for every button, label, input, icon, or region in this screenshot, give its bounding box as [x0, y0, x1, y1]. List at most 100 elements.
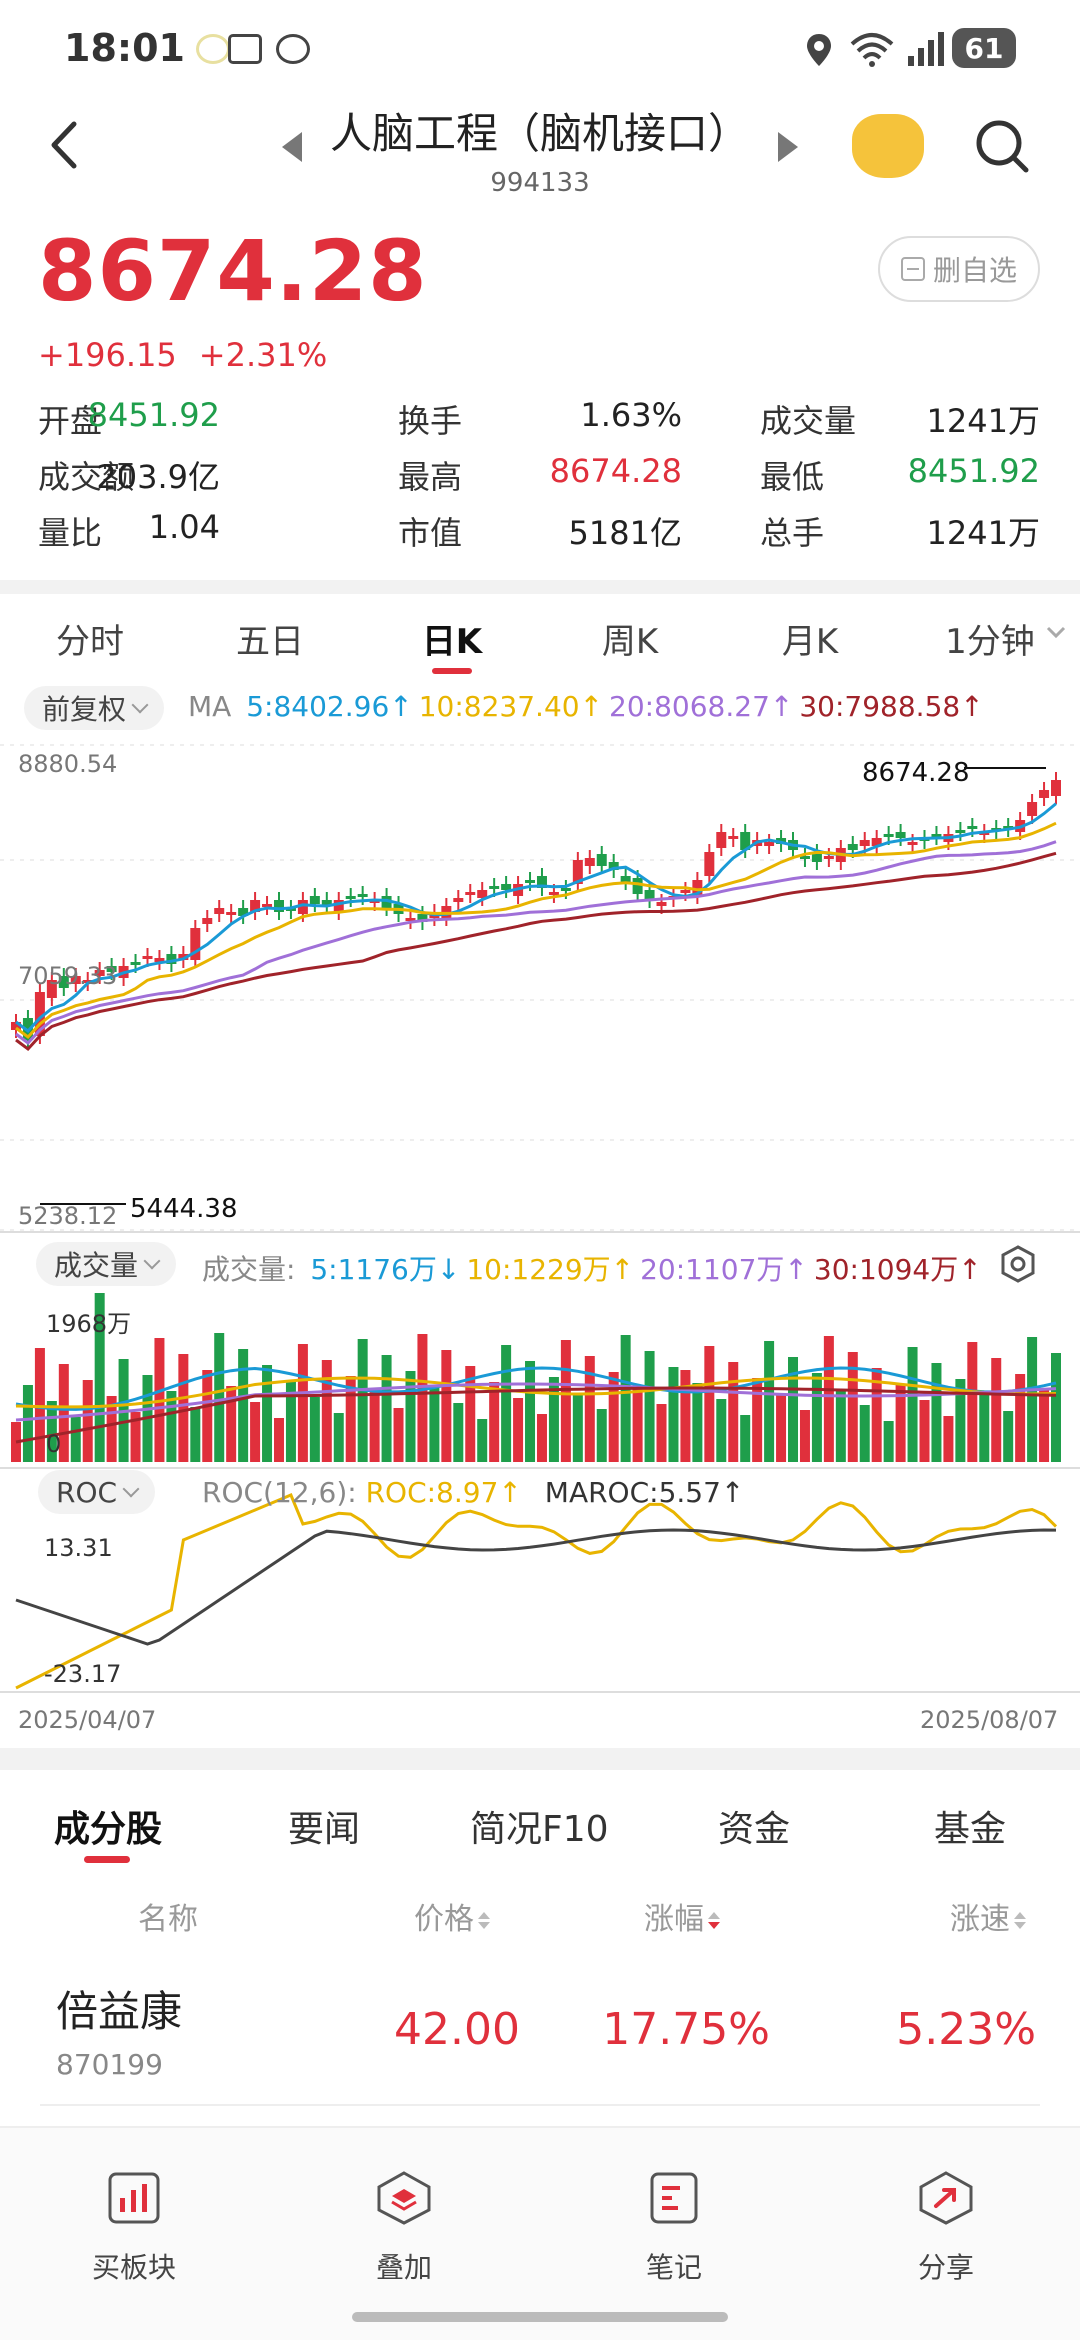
price-change: +196.15 +2.31%: [38, 336, 349, 374]
tab-month[interactable]: 月K: [781, 622, 839, 662]
volume-bar: [82, 1380, 93, 1462]
candle-body: [859, 840, 870, 846]
ma-value: 20:8068.27↑: [609, 690, 794, 723]
remove-watchlist-button[interactable]: 删自选: [878, 236, 1040, 302]
adjust-selector[interactable]: 前复权: [24, 686, 165, 730]
candle-body: [728, 836, 739, 839]
volume-bar: [273, 1418, 284, 1462]
ma-legend: MA 5:8402.96↑ 10:8237.40↑ 20:8068.27↑ 30:79…: [188, 690, 984, 723]
tab-capital[interactable]: 资金: [718, 1809, 791, 1850]
stat-label: 成交额: [38, 458, 135, 496]
volume-bar: [405, 1371, 416, 1462]
tab-week[interactable]: 周K: [601, 622, 659, 662]
roc-legend: ROC(12,6): ROC:8.97↑ MAROC:5.57↑: [202, 1476, 744, 1509]
tab-fund[interactable]: 基金: [934, 1809, 1007, 1850]
next-index-arrow-icon[interactable]: [778, 132, 798, 162]
tab-intraday[interactable]: 分时: [56, 622, 124, 662]
volume-bar: [357, 1339, 368, 1462]
maroc-value: MAROC:5.57↑: [544, 1476, 745, 1509]
ma30-line: [15, 851, 1057, 1052]
candle-body: [489, 886, 500, 889]
bar-chart-icon: [108, 2172, 160, 2224]
col-label: 涨幅: [644, 1902, 704, 1937]
home-indicator[interactable]: [352, 2312, 728, 2322]
nav-label: 叠加: [375, 2251, 432, 2284]
nav-label: 买板块: [91, 2251, 176, 2284]
back-icon[interactable]: [40, 118, 94, 172]
volume-title: 成交量:: [202, 1253, 296, 1286]
volume-bar: [1003, 1411, 1014, 1462]
roc-params: ROC(12,6):: [202, 1476, 357, 1509]
minus-icon: [900, 257, 925, 281]
tab-news[interactable]: 要闻: [288, 1809, 361, 1850]
date-start: 2025/04/07: [18, 1706, 157, 1734]
volume-bar: [417, 1334, 428, 1462]
candle-body: [166, 954, 177, 964]
volume-ma-legend: 成交量: 5:1176万↓ 10:1229万↑ 20:1107万↑ 30:1094万↑: [202, 1248, 982, 1288]
remove-watchlist-label: 删自选: [932, 254, 1017, 287]
candle-body: [262, 904, 273, 907]
col-speed[interactable]: 涨速: [950, 1894, 1026, 1938]
candle-body: [130, 962, 141, 965]
volume-selector[interactable]: 成交量: [36, 1242, 177, 1286]
volume-bar: [764, 1341, 775, 1462]
stat-value: 5181亿: [568, 514, 682, 552]
volume-bar: [58, 1364, 69, 1462]
change-amount: +196.15: [38, 336, 177, 374]
volume-bar: [632, 1388, 643, 1462]
tab-profile-f10[interactable]: 简况F10: [470, 1809, 609, 1850]
volume-bar: [919, 1400, 930, 1462]
roc-selector[interactable]: ROC: [38, 1470, 156, 1514]
roc-y-bottom: -23.17: [44, 1660, 122, 1688]
volume-bar: [811, 1373, 822, 1462]
col-name: 名称: [138, 1894, 198, 1938]
candle-body: [1003, 826, 1014, 829]
notes-button[interactable]: 笔记: [584, 2170, 764, 2286]
candle-body: [82, 980, 93, 983]
volume-bar: [1051, 1353, 1061, 1462]
change-percent: +2.31%: [198, 336, 328, 374]
kline-chart[interactable]: [0, 740, 1080, 1740]
volume-bar: [166, 1391, 177, 1462]
share-button[interactable]: 分享: [856, 2170, 1036, 2286]
buy-sector-button[interactable]: 买板块: [44, 2170, 224, 2286]
volume-bar: [1027, 1337, 1038, 1462]
candle-body: [1039, 790, 1050, 798]
mascot-icon[interactable]: [852, 114, 924, 178]
volume-bar: [262, 1365, 273, 1462]
col-price[interactable]: 价格: [414, 1894, 490, 1938]
tab-constituents[interactable]: 成分股: [54, 1809, 163, 1850]
tab-day[interactable]: 日K: [421, 622, 483, 662]
volume-bar: [46, 1401, 57, 1462]
chevron-down-icon[interactable]: [1046, 626, 1066, 640]
volume-bar: [525, 1361, 536, 1462]
volume-bar: [202, 1370, 213, 1462]
stock-speed: 5.23%: [896, 2004, 1036, 2055]
candle-body: [34, 992, 45, 1036]
volume-bar: [608, 1372, 619, 1462]
stat-label: 成交量: [760, 402, 857, 440]
volume-bar: [536, 1414, 547, 1462]
ma-value: 30:1094万↑: [813, 1253, 982, 1286]
overlay-button[interactable]: 叠加: [314, 2170, 494, 2286]
volume-bar: [226, 1386, 237, 1462]
settings-hexagon-icon[interactable]: [998, 1244, 1038, 1284]
volume-bar: [979, 1395, 990, 1462]
candle-body: [584, 858, 595, 866]
stat-label: 最低: [760, 458, 825, 496]
prev-index-arrow-icon[interactable]: [282, 132, 302, 162]
volume-bar: [847, 1352, 858, 1462]
tab-1min[interactable]: 1分钟: [945, 622, 1035, 662]
col-change-pct[interactable]: 涨幅: [644, 1894, 720, 1938]
candle-body: [501, 884, 512, 890]
tab-5day[interactable]: 五日: [236, 622, 304, 662]
candle-body: [142, 956, 153, 959]
search-icon[interactable]: [972, 116, 1032, 176]
volume-bar: [656, 1404, 667, 1462]
sort-icon: [478, 1912, 490, 1929]
stat-value: 203.9亿: [96, 458, 220, 496]
candle-body: [536, 876, 547, 888]
candle-body: [596, 854, 607, 866]
stat-label: 总手: [760, 514, 825, 552]
stat-value: 1.63%: [580, 396, 682, 434]
